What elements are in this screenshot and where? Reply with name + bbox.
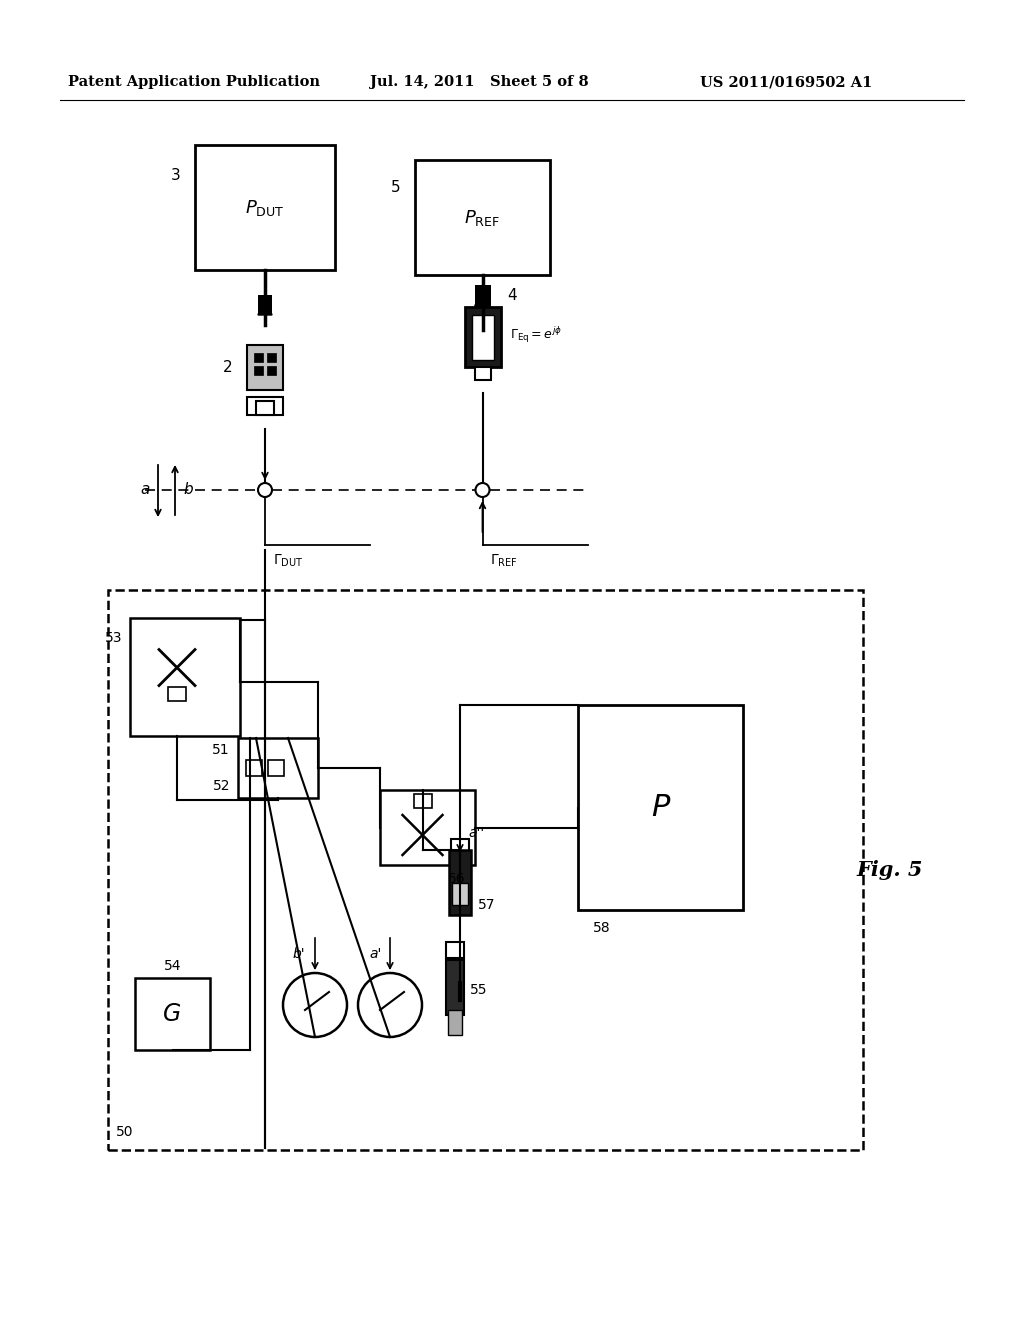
Bar — [254, 366, 263, 375]
Text: $\Gamma_{\mathrm{Eq}} = e^{j\phi}$: $\Gamma_{\mathrm{Eq}} = e^{j\phi}$ — [511, 325, 562, 345]
Bar — [108, 590, 863, 1150]
Text: $\mathit{P}_{\mathrm{DUT}}$: $\mathit{P}_{\mathrm{DUT}}$ — [246, 198, 285, 218]
Text: Fig. 5: Fig. 5 — [857, 861, 924, 880]
Bar — [578, 705, 743, 909]
Bar — [449, 1010, 462, 1035]
Text: 55: 55 — [470, 983, 487, 997]
Bar — [474, 285, 490, 308]
Bar — [135, 978, 210, 1049]
Text: 5: 5 — [391, 181, 401, 195]
Text: 56: 56 — [447, 873, 465, 886]
Text: G: G — [164, 1002, 181, 1026]
Text: Jul. 14, 2011   Sheet 5 of 8: Jul. 14, 2011 Sheet 5 of 8 — [370, 75, 589, 88]
Bar — [451, 840, 469, 855]
Bar — [471, 315, 494, 360]
Bar — [247, 345, 283, 389]
Text: a: a — [140, 483, 150, 498]
Text: 57: 57 — [478, 898, 496, 912]
Bar — [446, 960, 464, 1015]
Bar — [238, 738, 318, 799]
Text: 58: 58 — [593, 921, 610, 935]
Bar — [267, 366, 276, 375]
Bar — [414, 795, 431, 808]
Text: 2: 2 — [222, 359, 232, 375]
Text: $\Gamma_{\mathrm{DUT}}$: $\Gamma_{\mathrm{DUT}}$ — [273, 553, 303, 569]
Text: a': a' — [370, 946, 382, 961]
Polygon shape — [258, 294, 272, 315]
Text: 53: 53 — [104, 631, 122, 645]
Bar — [446, 942, 464, 958]
Bar — [474, 367, 490, 380]
Bar — [267, 352, 276, 362]
Text: b': b' — [293, 946, 305, 961]
Bar — [130, 618, 240, 737]
Text: 3: 3 — [171, 168, 181, 182]
Text: a'': a'' — [468, 826, 484, 840]
Polygon shape — [474, 285, 490, 308]
Bar — [268, 760, 284, 776]
Bar — [258, 294, 272, 315]
Bar — [246, 760, 262, 776]
Bar — [254, 352, 263, 362]
Circle shape — [258, 483, 272, 498]
Text: 52: 52 — [213, 779, 230, 793]
Text: b: b — [183, 483, 193, 498]
Bar — [465, 308, 501, 367]
Text: P: P — [651, 793, 670, 822]
Text: 51: 51 — [212, 743, 230, 756]
Text: Patent Application Publication: Patent Application Publication — [68, 75, 319, 88]
Text: 54: 54 — [164, 960, 181, 973]
Bar — [195, 145, 335, 271]
Bar — [415, 160, 550, 275]
Bar — [168, 686, 186, 701]
Text: $\Gamma_{\mathrm{REF}}$: $\Gamma_{\mathrm{REF}}$ — [490, 553, 518, 569]
Bar — [247, 397, 283, 414]
Circle shape — [283, 973, 347, 1038]
Text: US 2011/0169502 A1: US 2011/0169502 A1 — [700, 75, 872, 88]
Text: $\mathit{P}_{\mathrm{REF}}$: $\mathit{P}_{\mathrm{REF}}$ — [465, 207, 501, 227]
Bar — [380, 789, 475, 865]
Bar — [452, 883, 468, 906]
Text: 50: 50 — [116, 1125, 133, 1139]
Bar — [256, 401, 274, 414]
Bar — [449, 850, 471, 915]
Circle shape — [358, 973, 422, 1038]
Text: 4: 4 — [508, 288, 517, 302]
Circle shape — [475, 483, 489, 498]
